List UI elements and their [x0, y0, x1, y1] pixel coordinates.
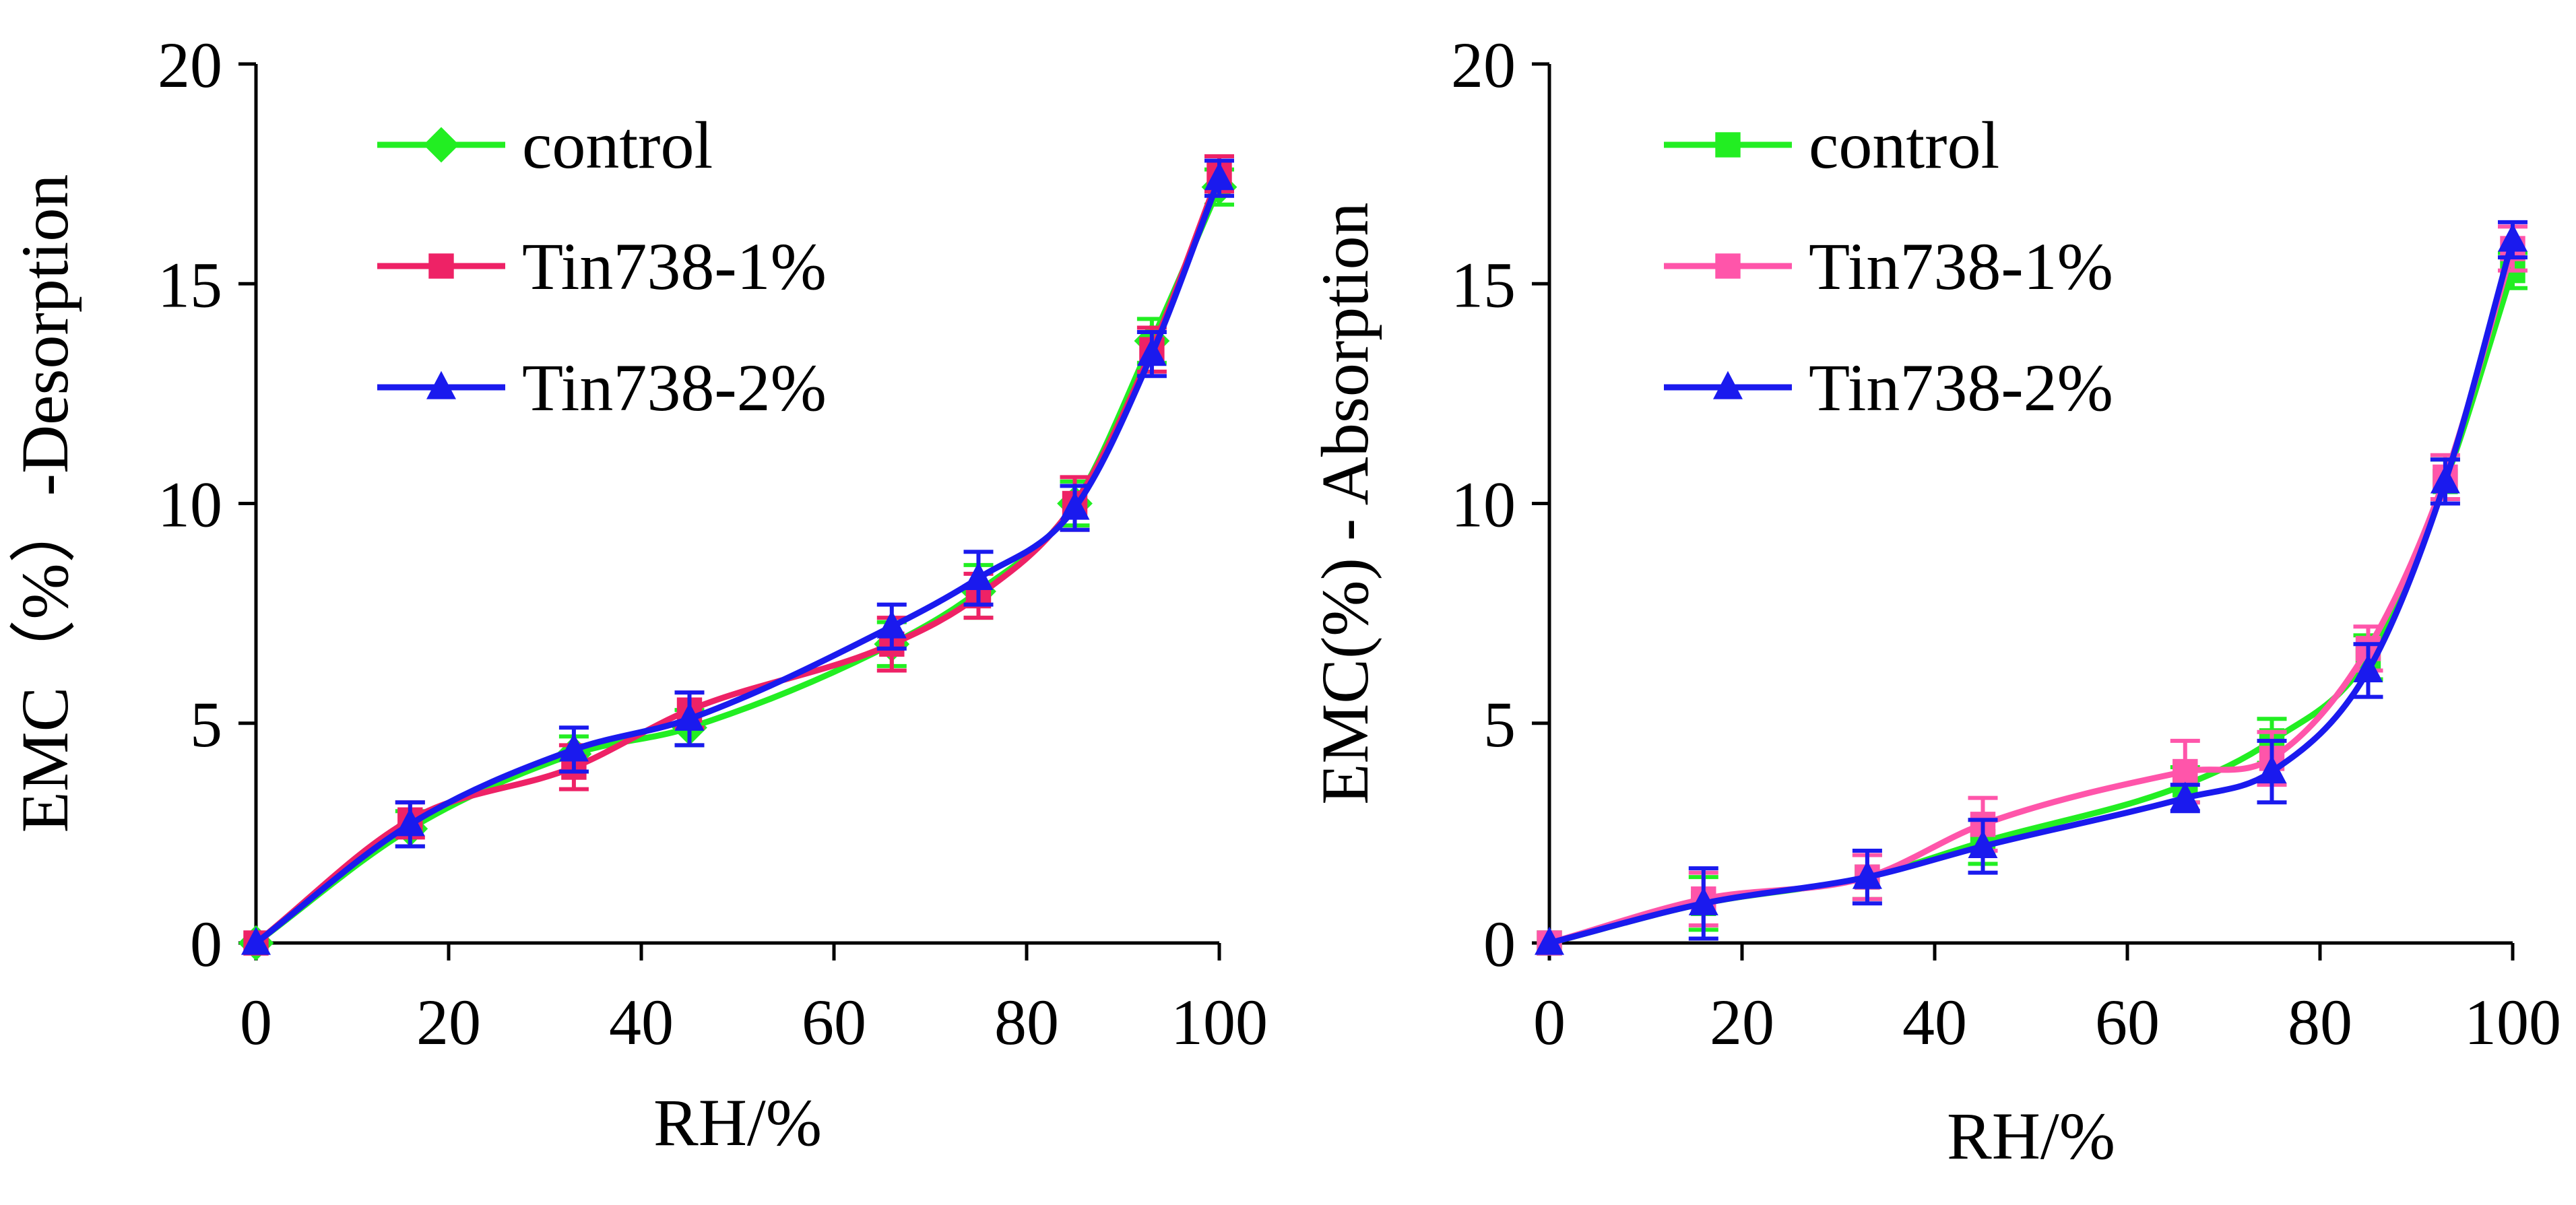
legend-label: Tin738-1% — [1809, 229, 2113, 304]
y-axis-title: EMC(%) - Absorption — [1308, 202, 1382, 804]
data-point — [2257, 755, 2287, 784]
y-tick-label: 15 — [158, 249, 222, 321]
legend: control Tin738-1% Tin738-2% — [377, 108, 827, 425]
x-tick-label: 80 — [994, 986, 1059, 1058]
x-tick-label: 40 — [609, 986, 674, 1058]
legend-item: control — [1664, 108, 1999, 183]
series-line — [254, 177, 1223, 946]
data-point — [1535, 926, 1564, 955]
legend-item: Tin738-1% — [377, 229, 827, 304]
series-line — [1548, 238, 2516, 946]
legend-item: Tin738-2% — [377, 350, 827, 425]
data-point — [1136, 337, 1167, 366]
legend-label: control — [1809, 108, 1999, 183]
y-tick-label: 5 — [1483, 688, 1516, 760]
data-point — [2172, 758, 2198, 785]
data-point — [2430, 465, 2460, 494]
data-point — [963, 562, 994, 591]
legend-swatch-marker — [423, 127, 459, 163]
y-tick-label: 10 — [158, 469, 222, 541]
legend-item: Tin738-1% — [1664, 229, 2113, 304]
x-tick-label: 80 — [2288, 986, 2352, 1058]
data-point — [2170, 781, 2200, 810]
data-point — [395, 808, 425, 837]
series-3 — [241, 158, 1234, 955]
x-axis-title: RH/% — [1947, 1099, 2115, 1173]
x-tick-label: 40 — [1902, 986, 1967, 1058]
x-tick-label: 100 — [2464, 986, 2561, 1058]
legend-swatch-marker — [426, 370, 456, 399]
legend-label: control — [522, 108, 713, 183]
x-tick-label: 100 — [1171, 986, 1268, 1058]
data-point — [876, 610, 907, 639]
legend-swatch-marker — [1713, 370, 1743, 399]
series-3 — [1535, 220, 2527, 955]
x-tick-label: 0 — [240, 986, 272, 1058]
legend-item: Tin738-2% — [1664, 350, 2113, 425]
y-tick-label: 20 — [158, 29, 222, 101]
y-tick-label: 0 — [1483, 908, 1516, 980]
legend-swatch-marker — [428, 253, 454, 279]
series-2 — [1537, 224, 2527, 956]
legend-swatch-marker — [1715, 253, 1741, 279]
y-tick-label: 5 — [190, 688, 222, 760]
x-axis-title: RH/% — [653, 1085, 822, 1160]
x-tick-label: 0 — [1533, 986, 1566, 1058]
data-point — [2498, 223, 2527, 252]
data-point — [1968, 830, 1998, 859]
data-point — [674, 703, 705, 731]
x-tick-label: 20 — [416, 986, 481, 1058]
y-tick-label: 20 — [1451, 29, 1516, 101]
x-tick-label: 60 — [2095, 986, 2160, 1058]
data-point — [1060, 491, 1090, 520]
data-point — [241, 926, 271, 955]
legend-label: Tin738-1% — [522, 229, 827, 304]
chart-panel-2: 0 5 10 15 20 0 20 40 60 80 100 RH/% EMC(%) - Absorpt… — [1308, 29, 2561, 1173]
legend-label: Tin738-2% — [1809, 350, 2113, 425]
data-point — [1852, 860, 1882, 889]
x-tick-label: 20 — [1710, 986, 1774, 1058]
legend-label: Tin738-2% — [522, 350, 827, 425]
data-point — [558, 733, 589, 762]
y-tick-label: 0 — [190, 908, 222, 980]
data-point — [1688, 887, 1718, 915]
data-point — [2353, 654, 2383, 683]
y-tick-label: 15 — [1451, 249, 1516, 321]
chart-panel-1: 0 5 10 15 20 0 20 40 60 80 100 RH/% EMC（%）-Desorptio… — [7, 29, 1268, 1160]
y-axis-title: EMC（%）-Desorption — [7, 174, 82, 833]
y-tick-label: 10 — [1451, 469, 1516, 541]
data-point — [1204, 162, 1234, 191]
legend: control Tin738-1% Tin738-2% — [1664, 108, 2113, 425]
legend-swatch-marker — [1715, 132, 1741, 158]
x-tick-label: 60 — [802, 986, 866, 1058]
legend-item: control — [377, 108, 713, 183]
